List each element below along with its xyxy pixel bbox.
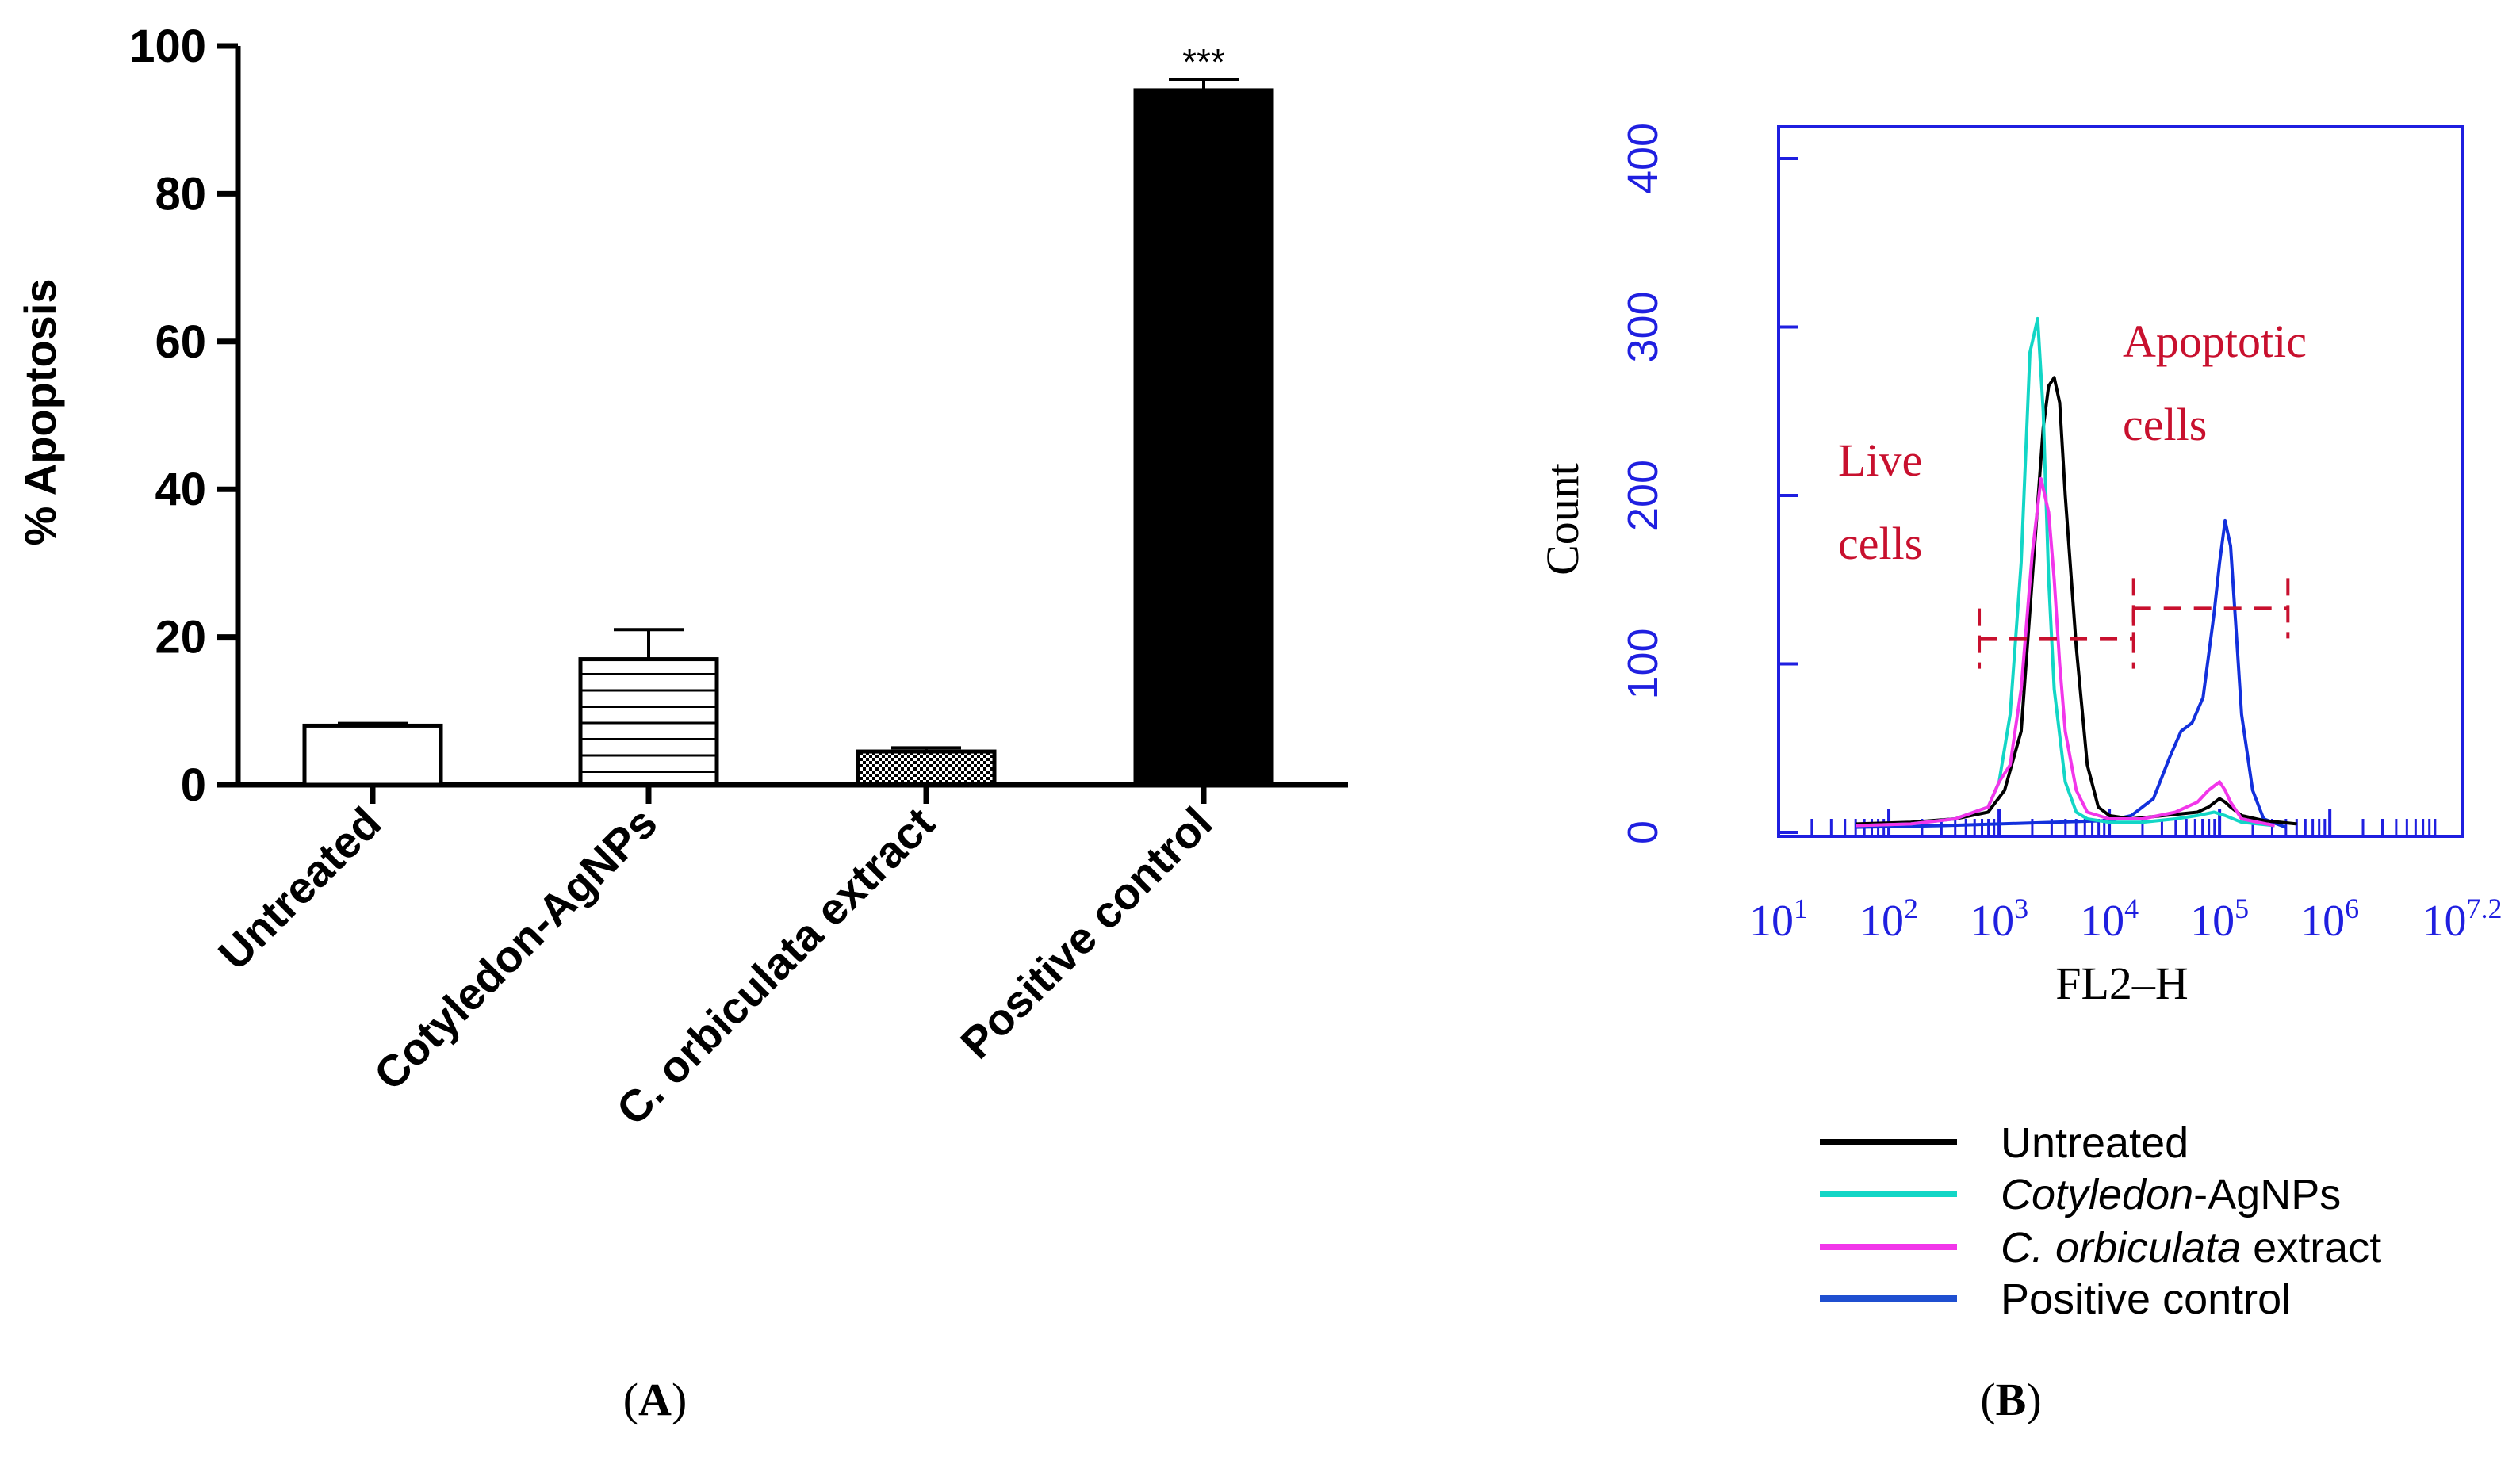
histogram-x-tick-label-1e2: 102 xyxy=(1859,893,1918,946)
bar-chart-panel: 0 20 40 60 80 100 UntreatedCotyledon-AgNPsC. … xyxy=(15,21,1348,1134)
histogram-x-tick-label-1e3: 103 xyxy=(1970,893,2028,946)
y-tick-label-80: 80 xyxy=(155,168,206,220)
legend-item-cotyledon-agnps: Cotyledon-AgNPs xyxy=(1820,1171,2341,1218)
panel-a-caption: (A) xyxy=(623,1374,687,1425)
histogram-x-tick-label-1e4: 104 xyxy=(2080,893,2139,946)
x-tick-label-untreated: Untreated xyxy=(209,797,390,979)
histogram-y-tick-label-0: 0 xyxy=(1619,820,1667,844)
legend-label-cotyledon-agnps: Cotyledon-AgNPs xyxy=(2001,1171,2341,1218)
histogram-y-tick-label-200: 200 xyxy=(1619,460,1667,531)
legend-item-positive-control: Positive control xyxy=(1820,1275,2291,1323)
y-tick-label-20: 20 xyxy=(155,612,206,663)
histogram-series-lines xyxy=(1856,316,2297,829)
apoptotic-cells-label-line2: cells xyxy=(2123,399,2207,450)
legend-label-positive-control: Positive control xyxy=(2001,1275,2291,1323)
histogram-y-tick-label-300: 300 xyxy=(1619,291,1667,362)
bar-positive-control xyxy=(1133,88,1274,787)
histogram-plot-frame xyxy=(1777,125,2464,838)
histogram-legend: Untreated Cotyledon-AgNPs C. orbiculata … xyxy=(1820,1119,2381,1323)
gate-apoptotic xyxy=(2131,578,2290,639)
legend-item-untreated: Untreated xyxy=(1820,1119,2189,1167)
histogram-y-ticks: 0 100 200 300 400 xyxy=(1619,123,1798,844)
histogram-y-tick-label-100: 100 xyxy=(1619,628,1667,699)
histogram-x-axis-label: FL2–H xyxy=(2055,958,2189,1009)
bar-chart-y-ticks: 0 20 40 60 80 100 xyxy=(129,21,238,811)
legend-label-untreated: Untreated xyxy=(2001,1119,2189,1167)
histogram-line-cotyledon-agnps xyxy=(1856,316,2275,828)
histogram-x-tick-label-1e7-2: 107.2 xyxy=(2422,893,2503,946)
histogram-x-tick-label-1e5: 105 xyxy=(2190,893,2249,946)
legend-label-c-orbiculata-extract: C. orbiculata extract xyxy=(2001,1224,2381,1272)
histogram-panel: 0 100 200 300 400 101 102 103 104 105 106 107.2 Co… xyxy=(1537,123,2503,1009)
bar-cotyledon-agnps xyxy=(578,657,719,787)
x-tick-label-positive-control: Positive control xyxy=(951,797,1222,1069)
histogram-gates xyxy=(1978,578,2290,669)
legend-item-c-orbiculata-extract: C. orbiculata extract xyxy=(1820,1224,2381,1272)
bar-untreated xyxy=(302,723,443,787)
histogram-x-ticks: 101 102 103 104 105 106 107.2 xyxy=(1749,809,2503,946)
histogram-line-positive-control xyxy=(1856,518,2287,829)
y-tick-label-40: 40 xyxy=(155,464,206,515)
live-cells-label-line1: Live xyxy=(1838,434,1922,486)
histogram-line-untreated xyxy=(1856,376,2297,826)
y-tick-label-100: 100 xyxy=(129,21,206,72)
histogram-x-tick-label-1e1: 101 xyxy=(1749,893,1808,946)
significance-stars: *** xyxy=(1182,41,1225,82)
y-tick-label-0: 0 xyxy=(181,759,206,811)
bar-chart-x-tick-marks xyxy=(370,785,1207,804)
panel-b-caption: (B) xyxy=(1980,1374,2041,1425)
histogram-x-tick-label-1e6: 106 xyxy=(2300,893,2359,946)
y-tick-label-60: 60 xyxy=(155,316,206,368)
live-cells-label-line2: cells xyxy=(1838,518,1922,569)
x-tick-label-c-orbiculata-extract: C. orbiculata extract xyxy=(607,797,944,1134)
apoptotic-cells-label-line1: Apoptotic xyxy=(2123,315,2307,367)
histogram-line-c-orbiculata-extract xyxy=(1856,476,2275,828)
histogram-y-axis-label: Count xyxy=(1537,463,1588,576)
bar-c-orbiculata-extract xyxy=(856,749,997,787)
bar-chart-bars xyxy=(302,77,1274,787)
bar-chart-y-axis-label: % Apoptosis xyxy=(15,278,65,545)
x-tick-label-cotyledon-agnps: Cotyledon-AgNPs xyxy=(364,797,666,1099)
histogram-y-tick-label-400: 400 xyxy=(1619,123,1667,194)
